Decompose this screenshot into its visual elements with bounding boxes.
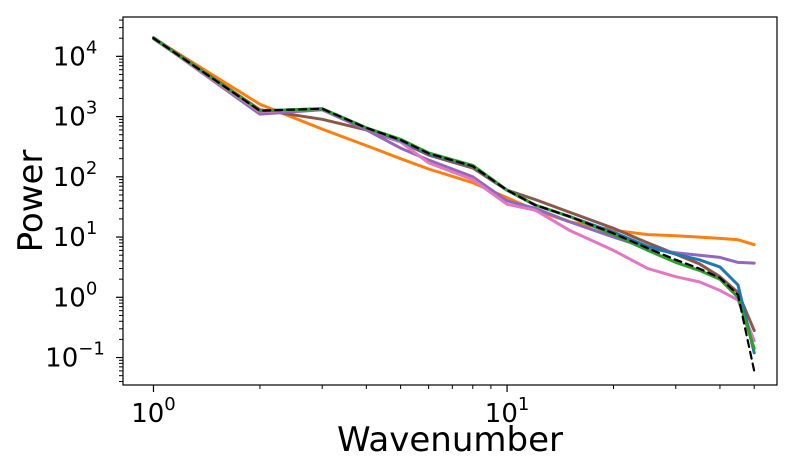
series-line-orange xyxy=(152,36,756,247)
series-line-brown xyxy=(152,36,756,333)
y-tick-label: 103 xyxy=(53,98,98,133)
series-line-black-dashed xyxy=(152,37,756,372)
y-tick-label: 10−1 xyxy=(45,339,105,374)
series-line-blue xyxy=(152,36,756,355)
y-tick-label: 104 xyxy=(53,37,98,72)
x-tick-label: 100 xyxy=(131,394,176,429)
series-line-green xyxy=(152,36,756,351)
x-tick-label: 101 xyxy=(485,394,530,429)
y-tick-label: 101 xyxy=(53,218,98,253)
x-axis-label: Wavenumber xyxy=(337,420,563,460)
series-line-pink xyxy=(152,37,756,343)
series-line-purple xyxy=(152,36,756,265)
y-tick-label: 102 xyxy=(53,158,98,193)
plot-frame xyxy=(122,16,778,386)
y-axis-label: Power xyxy=(11,150,51,253)
x-axis-ticks: 100 101 xyxy=(131,385,755,429)
y-tick-label: 100 xyxy=(53,278,98,313)
series-layer xyxy=(152,36,756,372)
y-axis-ticks: 104 103 102 101 100 10−1 xyxy=(45,19,123,383)
